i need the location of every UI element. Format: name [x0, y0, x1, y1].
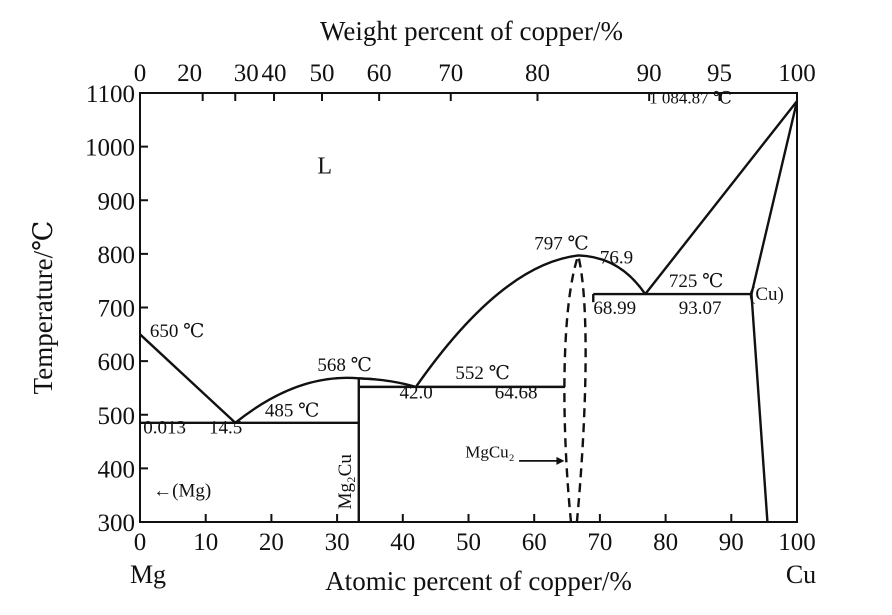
- liquid-phase-label: L: [317, 153, 332, 179]
- point-annotation: 76.9: [600, 248, 633, 269]
- top-tick-label: 90: [637, 60, 662, 87]
- bottom-tick-label: 80: [653, 529, 678, 556]
- bottom-tick-label: 0: [134, 529, 147, 556]
- point-annotation: 1 084.87 ℃: [649, 89, 732, 108]
- top-tick-label: 50: [309, 60, 334, 87]
- liquidus-mg2cu-dome: [234, 376, 417, 424]
- y-tick-label: 800: [98, 242, 136, 269]
- phase-lines: [139, 100, 799, 523]
- point-annotation: 725 ℃: [669, 271, 724, 292]
- top-axis-title: Weight percent of copper/%: [320, 16, 623, 46]
- mgcu2-pointer-arrowhead: [556, 456, 565, 465]
- y-axis-title: Temperature/℃: [28, 221, 58, 395]
- point-annotation: 14.5: [209, 418, 242, 439]
- point-annotation: 42.0: [400, 383, 433, 404]
- point-annotation: 797 ℃: [534, 234, 589, 255]
- y-tick-label: 300: [98, 510, 136, 537]
- top-tick-label: 60: [367, 60, 392, 87]
- y-tick-label: 400: [98, 456, 136, 483]
- point-annotation: 93.07: [679, 298, 722, 319]
- top-tick-label: 95: [707, 60, 732, 87]
- mgcu2-phase-label: MgCu₂: [465, 443, 514, 462]
- top-tick-label: 40: [262, 60, 287, 87]
- right-element-label: Cu: [786, 560, 816, 589]
- y-tick-label: 1100: [86, 81, 135, 108]
- top-tick-label: 100: [778, 60, 816, 87]
- point-annotation: 485 ℃: [265, 400, 320, 421]
- point-annotation: 650 ℃: [150, 321, 205, 342]
- liquidus-cu-side: [644, 100, 798, 295]
- bottom-tick-label: 40: [390, 529, 415, 556]
- solvus-cu: [750, 294, 769, 523]
- bottom-tick-label: 60: [522, 529, 547, 556]
- point-annotation: 552 ℃: [455, 363, 510, 384]
- point-annotation: 0.013: [143, 418, 186, 439]
- mgcu2-left-boundary: [563, 255, 580, 523]
- solidus-cu: [750, 100, 799, 295]
- bottom-tick-label: 90: [719, 529, 744, 556]
- point-annotation: 68.99: [593, 298, 636, 319]
- left-element-label: Mg: [130, 560, 166, 589]
- top-tick-label: 80: [525, 60, 550, 87]
- bottom-axis-title: Atomic percent of copper/%: [325, 566, 632, 596]
- bottom-tick-label: 50: [456, 529, 481, 556]
- top-tick-label: 70: [438, 60, 463, 87]
- top-tick-label: 0: [134, 60, 147, 87]
- y-tick-label: 1000: [85, 135, 135, 162]
- text-layer: Weight percent of copper/% Atomic percent…: [28, 16, 816, 596]
- mg2cu-top-cap: [358, 377, 376, 381]
- y-tick-label: 700: [98, 296, 136, 323]
- bottom-tick-label: 20: [259, 529, 284, 556]
- liquidus-mg-side: [139, 333, 237, 424]
- top-tick-label: 20: [177, 60, 202, 87]
- y-tick-label: 900: [98, 188, 136, 215]
- mgcu2-right-boundary: [575, 255, 587, 523]
- bottom-tick-label: 70: [587, 529, 612, 556]
- bottom-tick-label: 100: [778, 529, 816, 556]
- point-annotation: 568 ℃: [317, 355, 372, 376]
- bottom-tick-label: 30: [325, 529, 350, 556]
- point-annotation: 64.68: [495, 383, 538, 404]
- mg-phase-label: ←(Mg): [153, 480, 211, 501]
- liquidus-mgcu2-dome: [414, 254, 647, 388]
- y-tick-label: 600: [98, 349, 136, 376]
- mg2cu-phase-label: Mg₂Cu: [335, 454, 356, 510]
- top-tick-label: 30: [234, 60, 259, 87]
- cu-phase-label: (Cu): [749, 284, 784, 305]
- bottom-tick-label: 10: [193, 529, 218, 556]
- y-tick-label: 500: [98, 403, 136, 430]
